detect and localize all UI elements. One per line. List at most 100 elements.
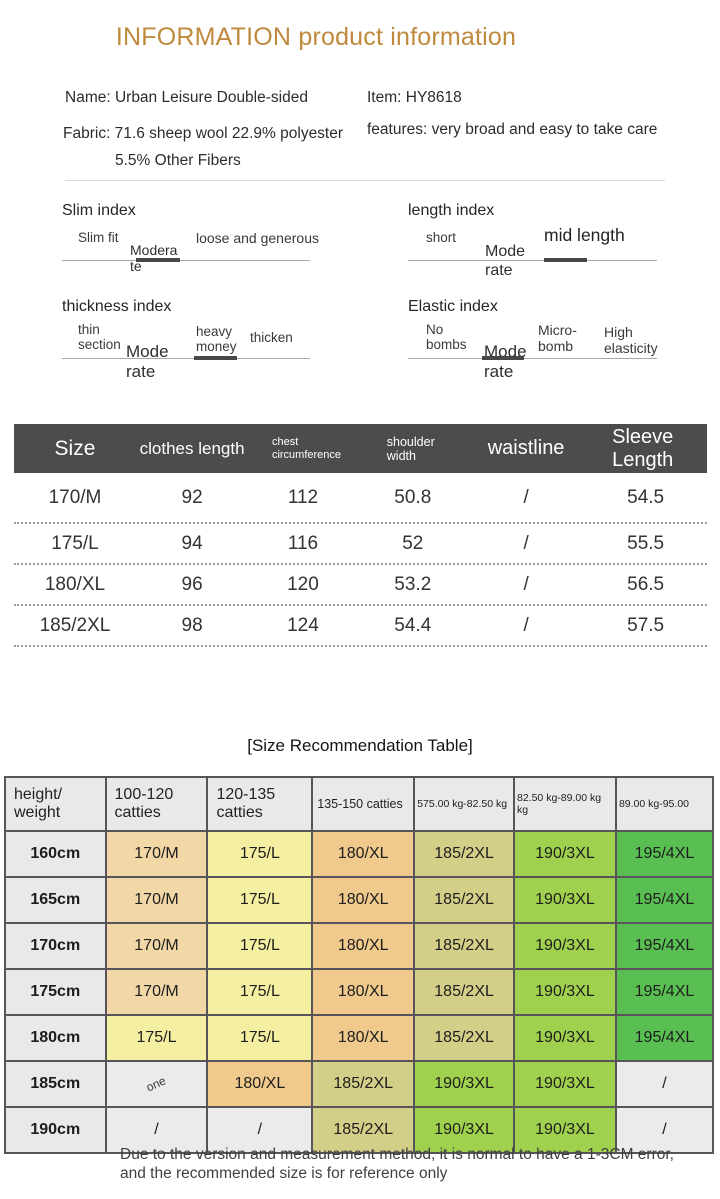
slim-index-title: Slim index xyxy=(62,202,136,219)
rec-size-cell: 195/4XL xyxy=(614,876,715,924)
rec-size-cell: 180/XL xyxy=(311,876,416,924)
size-table-header-shoulder-width: shoulder width xyxy=(358,424,468,473)
size-cell: 52 xyxy=(402,532,424,554)
size-cell: / xyxy=(523,614,529,636)
rec-height-cell: 175cm xyxy=(4,968,107,1016)
size-table-row: 185/2XL 98 124 54.4 / 57.5 xyxy=(14,606,707,647)
footer-note: Due to the version and measurement metho… xyxy=(120,1146,720,1184)
size-table-row: 175/L 94 116 52 / 55.5 xyxy=(14,524,707,565)
rec-row: 185cm one 180/XL 185/2XL 190/3XL 190/3XL… xyxy=(4,1060,715,1108)
rec-size-cell: / xyxy=(614,1106,715,1154)
size-table-header-label: waistline xyxy=(487,437,565,460)
slim-index-marker-label: Modera te xyxy=(130,242,178,274)
rec-size-cell: 170/M xyxy=(104,876,209,924)
size-cell: 54.4 xyxy=(394,614,432,636)
size-cell: 170/M xyxy=(48,486,102,508)
rec-size-cell: 195/4XL xyxy=(614,968,715,1016)
size-cell: / xyxy=(523,573,529,595)
elastic-index-marker-label: Mode rate xyxy=(484,342,527,381)
size-table-header-label: chest circumference xyxy=(271,436,342,461)
elastic-index-track xyxy=(408,358,657,359)
rec-size-cell: 190/3XL xyxy=(513,1060,617,1108)
rec-header-weight-range: 100-120 catties xyxy=(104,776,209,832)
rec-size-cell: 185/2XL xyxy=(413,830,515,878)
size-table-header-clothes-length: clothes length xyxy=(136,424,248,473)
size-cell: 175/L xyxy=(51,532,99,554)
size-table-header: Size clothes length chest circumference … xyxy=(14,424,707,473)
thickness-index-left-label: thin section xyxy=(78,322,121,352)
size-cell: 57.5 xyxy=(627,614,665,636)
length-index-track xyxy=(408,260,657,261)
thickness-index-mid-label: heavy money xyxy=(196,324,237,354)
rec-size-cell: 190/3XL xyxy=(513,968,617,1016)
length-index-marker-label: Mode rate xyxy=(485,243,526,279)
size-cell: 96 xyxy=(181,573,203,595)
size-cell: 94 xyxy=(181,532,203,554)
size-table-row: 170/M 92 112 50.8 / 54.5 xyxy=(14,473,707,524)
section-divider xyxy=(65,180,665,181)
rec-size-cell: 190/3XL xyxy=(513,922,617,970)
rec-row: 175cm 170/M 175/L 180/XL 185/2XL 190/3XL… xyxy=(4,968,715,1016)
rec-size-cell: 185/2XL xyxy=(413,876,515,924)
rec-header-height-weight: height/ weight xyxy=(4,776,107,832)
rec-size-cell: 185/2XL xyxy=(311,1106,416,1154)
rec-size-cell: 175/L xyxy=(206,1014,314,1062)
size-recommendation-title: [Size Recommendation Table] xyxy=(247,736,473,755)
rec-size-cell: 185/2XL xyxy=(311,1060,416,1108)
rec-size-cell: 180/XL xyxy=(311,830,416,878)
size-table-header-size: Size xyxy=(14,424,136,473)
rec-one-label: one xyxy=(144,1073,169,1095)
rec-size-cell: 190/3XL xyxy=(413,1106,515,1154)
size-cell: 124 xyxy=(287,614,319,636)
slim-index-track xyxy=(62,260,310,261)
rec-size-cell: 180/XL xyxy=(311,922,416,970)
size-cell: 50.8 xyxy=(394,486,432,508)
size-cell: / xyxy=(523,532,529,554)
size-table-header-label: shoulder width xyxy=(386,434,435,463)
rec-size-cell: 185/2XL xyxy=(413,922,515,970)
length-index-block: length index short Mode rate mid length xyxy=(408,202,657,294)
elastic-index-block: Elastic index No bombs Mode rate Micro- … xyxy=(408,298,658,390)
rec-height-cell: 165cm xyxy=(4,876,107,924)
rec-size-cell: 180/XL xyxy=(206,1060,314,1108)
size-cell: 185/2XL xyxy=(39,614,111,636)
slim-index-marker xyxy=(136,258,180,262)
slim-index-right-label: loose and generous xyxy=(196,230,319,246)
thickness-index-track xyxy=(62,358,310,359)
rec-size-cell: 175/L xyxy=(206,968,314,1016)
rec-row: 160cm 170/M 175/L 180/XL 185/2XL 190/3XL… xyxy=(4,830,715,878)
rec-height-cell: 160cm xyxy=(4,830,107,878)
footer-note-line1: Due to the version and measurement metho… xyxy=(120,1146,674,1163)
rec-header-weight-range: 575.00 kg-82.50 kg xyxy=(413,776,515,832)
rec-size-cell: 190/3XL xyxy=(413,1060,515,1108)
thickness-index-right-label: thicken xyxy=(250,330,293,345)
size-cell: 98 xyxy=(181,614,203,636)
rec-height-cell: 190cm xyxy=(4,1106,107,1154)
size-cell: 180/XL xyxy=(44,573,106,595)
size-table-header-label: Sleeve Length xyxy=(612,426,674,471)
length-index-marker xyxy=(544,258,587,262)
page-title: INFORMATION product information xyxy=(115,23,517,51)
size-table-header-sleeve-length: Sleeve Length xyxy=(584,424,707,473)
size-cell: 56.5 xyxy=(627,573,665,595)
product-features: features: very broad and easy to take ca… xyxy=(367,121,658,138)
size-table-row: 180/XL 96 120 53.2 / 56.5 xyxy=(14,565,707,606)
rec-header-weight-range: 135-150 catties xyxy=(311,776,416,832)
elastic-index-mid-label: Micro- bomb xyxy=(538,322,577,354)
rec-size-cell: 175/L xyxy=(206,830,314,878)
size-cell: / xyxy=(523,486,529,508)
product-item-number: Item: HY8618 xyxy=(367,89,462,106)
rec-size-cell: 185/2XL xyxy=(413,1014,515,1062)
size-cell: 55.5 xyxy=(627,532,665,554)
rec-size-cell: / xyxy=(104,1106,209,1154)
elastic-index-left-label: No bombs xyxy=(426,322,467,352)
footer-note-line2: and the recommended size is for referenc… xyxy=(120,1164,448,1182)
rec-header-weight-range: 89.00 kg-95.00 xyxy=(614,776,715,832)
length-index-left-label: short xyxy=(426,230,457,245)
rec-size-cell: one xyxy=(104,1060,209,1108)
rec-size-cell: 180/XL xyxy=(311,968,416,1016)
size-table: Size clothes length chest circumference … xyxy=(14,424,707,647)
size-recommendation-table: height/ weight 100-120 catties 120-135 c… xyxy=(4,776,715,1154)
elastic-index-title: Elastic index xyxy=(408,298,498,315)
size-cell: 54.5 xyxy=(627,486,665,508)
